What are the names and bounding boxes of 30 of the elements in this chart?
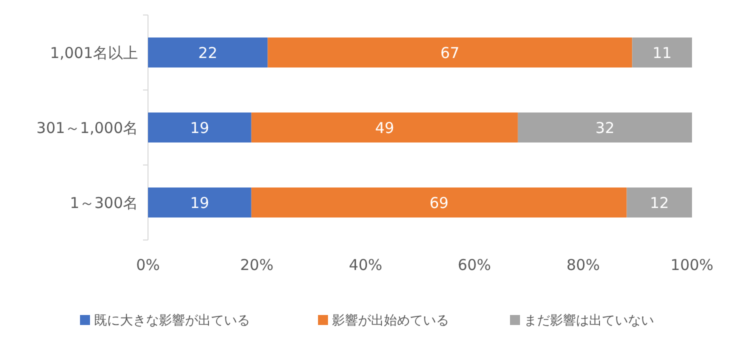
- data-label: 11: [652, 44, 672, 62]
- y-tick-label: 1,001名以上: [50, 44, 138, 62]
- data-label: 22: [198, 44, 218, 62]
- bar: [251, 188, 627, 218]
- x-tick-label: 20%: [240, 256, 274, 274]
- data-label: 67: [440, 44, 460, 62]
- legend-label: 影響が出始めている: [332, 314, 449, 329]
- data-label: 69: [429, 194, 449, 212]
- x-tick-label: 0%: [136, 256, 160, 274]
- y-tick-label: 1～300名: [70, 194, 138, 212]
- data-label: 12: [650, 194, 669, 212]
- data-label: 19: [190, 194, 210, 212]
- bar: [148, 188, 252, 218]
- bar: [148, 112, 252, 142]
- bar: [251, 112, 518, 142]
- bar: [626, 188, 692, 218]
- x-tick-label: 100%: [670, 256, 714, 274]
- bar: [518, 112, 692, 142]
- legend-label: まだ影響は出ていない: [524, 314, 654, 329]
- bar: [268, 38, 632, 68]
- legend-label: 既に大きな影響が出ている: [94, 314, 250, 329]
- data-label: 32: [595, 118, 615, 137]
- data-label: 49: [375, 118, 394, 137]
- bar: [148, 38, 268, 68]
- x-tick-label: 40%: [348, 256, 382, 274]
- bar: [632, 38, 692, 68]
- data-label: 19: [190, 118, 210, 137]
- y-tick-label: 301～1,000名: [36, 118, 138, 137]
- x-tick-label: 80%: [566, 256, 600, 274]
- x-tick-label: 60%: [458, 256, 492, 274]
